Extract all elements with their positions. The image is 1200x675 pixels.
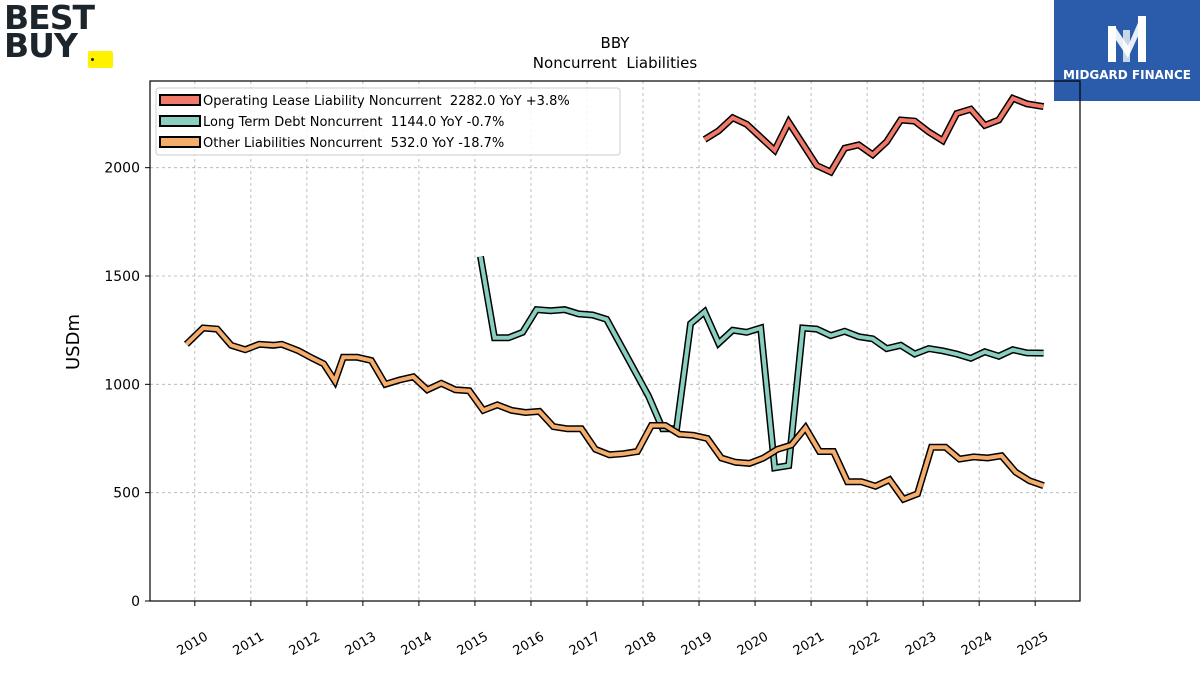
midgard-m-icon <box>1108 16 1146 62</box>
x-tick-label: 2024 <box>959 629 995 659</box>
legend-label: Long Term Debt Noncurrent 1144.0 YoY -0.… <box>203 115 504 130</box>
y-tick-label: 500 <box>113 486 140 502</box>
x-tick-label: 2016 <box>511 629 547 659</box>
x-tick-label: 2019 <box>679 629 715 659</box>
x-tick-label: 2021 <box>791 629 827 659</box>
price-tag-icon <box>88 51 113 68</box>
x-tick-label: 2010 <box>175 629 211 659</box>
chart-title: BBY <box>601 34 631 52</box>
x-tick-label: 2023 <box>903 629 939 659</box>
y-tick-label: 0 <box>131 594 140 610</box>
x-tick-label: 2014 <box>399 629 435 659</box>
legend-label: Operating Lease Liability Noncurrent 228… <box>203 94 570 109</box>
legend-swatch <box>159 94 201 106</box>
legend-swatch <box>159 115 201 127</box>
legend-label: Other Liabilities Noncurrent 532.0 YoY -… <box>203 136 504 151</box>
x-tick-label: 2017 <box>567 629 603 659</box>
x-tick-label: 2012 <box>287 629 323 659</box>
x-tick-label: 2022 <box>847 629 883 659</box>
best-buy-logo: BEST BUY <box>4 0 114 68</box>
x-tick-label: 2015 <box>455 629 491 659</box>
x-tick-label: 2018 <box>623 629 659 659</box>
y-tick-label: 2000 <box>104 161 140 177</box>
x-tick-label: 2020 <box>735 629 771 659</box>
y-tick-label: 1500 <box>104 269 140 285</box>
series-line-0 <box>703 95 1044 175</box>
series-line-1 <box>478 256 1044 471</box>
midgard-finance-logo: MIDGARD FINANCE <box>1054 0 1200 101</box>
plot-frame <box>149 80 1081 602</box>
legend-swatch <box>159 136 201 148</box>
x-tick-label: 2013 <box>343 629 379 659</box>
midgard-finance-name: MIDGARD FINANCE <box>1063 68 1191 82</box>
y-tick-label: 1000 <box>104 377 140 393</box>
chart-subtitle: Noncurrent Liabilities <box>533 54 698 72</box>
series-outline-1 <box>477 255 1044 472</box>
logo-text-line2: BUY <box>4 26 78 65</box>
x-tick-label: 2011 <box>231 629 267 659</box>
logo-text-line1: BEST <box>4 0 95 37</box>
series-line-2 <box>185 325 1045 502</box>
x-tick-label: 2025 <box>1015 629 1051 659</box>
y-axis-label: USDm <box>63 314 84 370</box>
legend-box <box>155 87 621 156</box>
